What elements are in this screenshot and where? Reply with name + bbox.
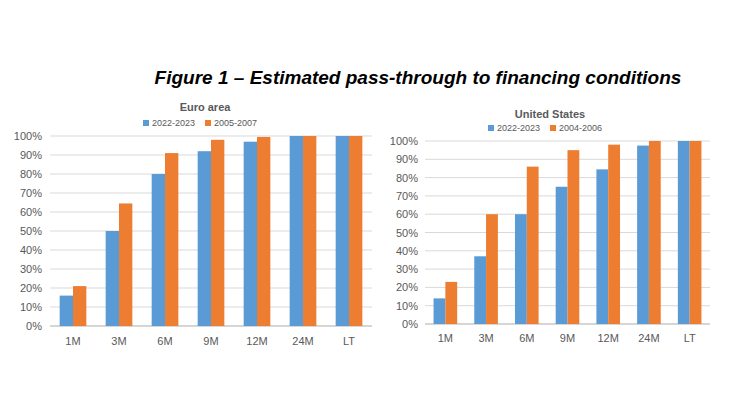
- bar: [637, 146, 649, 324]
- y-tick-label: 90%: [20, 149, 42, 161]
- bar: [434, 298, 446, 324]
- y-tick-label: 10%: [20, 301, 42, 313]
- bar: [336, 136, 349, 326]
- y-tick-label: 20%: [20, 282, 42, 294]
- y-tick-label: 100%: [390, 135, 418, 147]
- x-tick-label: 1M: [438, 332, 453, 344]
- bar: [445, 282, 457, 324]
- x-tick-label: 12M: [246, 335, 267, 347]
- bar: [608, 145, 620, 324]
- bar: [303, 136, 316, 326]
- legend-swatch: [488, 125, 494, 131]
- bar: [690, 141, 702, 324]
- background: [0, 0, 730, 410]
- bar: [60, 296, 73, 326]
- bar: [556, 187, 568, 324]
- y-tick-label: 50%: [396, 227, 418, 239]
- bar: [211, 140, 224, 326]
- bar: [527, 167, 539, 324]
- y-tick-label: 10%: [396, 300, 418, 312]
- y-tick-label: 70%: [20, 187, 42, 199]
- x-tick-label: 6M: [157, 335, 172, 347]
- y-tick-label: 60%: [20, 206, 42, 218]
- x-tick-label: 12M: [598, 332, 619, 344]
- x-tick-label: 6M: [519, 332, 534, 344]
- y-tick-label: 70%: [396, 190, 418, 202]
- grid-line: [50, 136, 372, 137]
- legend-swatch: [550, 125, 556, 131]
- y-tick-label: 40%: [396, 245, 418, 257]
- bar: [515, 214, 527, 324]
- bar: [596, 169, 608, 324]
- bar: [678, 141, 690, 324]
- y-tick-label: 80%: [396, 172, 418, 184]
- y-tick-label: 60%: [396, 208, 418, 220]
- x-tick-label: 9M: [560, 332, 575, 344]
- bars: [434, 141, 702, 324]
- grid-line: [425, 141, 710, 142]
- chart: 0% 10% 20% 30% 40% 50% 60% 70% 80% 90% 100% 1M 3M 6M 9…: [14, 101, 372, 347]
- chart-title: Euro area: [180, 101, 232, 113]
- chart-title: United States: [515, 108, 585, 120]
- bar: [568, 150, 580, 324]
- x-tick-label: LT: [684, 332, 696, 344]
- bar: [290, 136, 303, 326]
- bars: [60, 136, 363, 326]
- figure: Figure 1 – Estimated pass-through to fin…: [0, 0, 730, 410]
- bar: [106, 231, 119, 326]
- y-tick-label: 90%: [396, 153, 418, 165]
- bar: [244, 142, 257, 326]
- bar: [152, 174, 165, 326]
- x-tick-label: 1M: [65, 335, 80, 347]
- y-tick-label: 50%: [20, 225, 42, 237]
- legend-label: 2022-2023: [152, 118, 195, 128]
- x-tick-label: 24M: [638, 332, 659, 344]
- bar: [198, 151, 211, 326]
- bar: [119, 203, 132, 326]
- x-tick-label: 24M: [292, 335, 313, 347]
- y-tick-label: 0%: [26, 320, 42, 332]
- x-tick-label: 9M: [203, 335, 218, 347]
- bar: [73, 286, 86, 326]
- x-tick-label: 3M: [111, 335, 126, 347]
- y-tick-label: 80%: [20, 168, 42, 180]
- legend-swatch: [205, 120, 211, 126]
- bar: [486, 214, 498, 324]
- y-tick-label: 0%: [402, 318, 418, 330]
- bar: [257, 137, 270, 326]
- figure-title: Figure 1 – Estimated pass-through to fin…: [155, 67, 682, 88]
- x-tick-label: 3M: [478, 332, 493, 344]
- bar: [649, 141, 661, 324]
- legend-label: 2022-2023: [497, 123, 540, 133]
- legend-swatch: [143, 120, 149, 126]
- chart: 0% 10% 20% 30% 40% 50% 60% 70% 80% 90% 100% 1M 3M 6M 9…: [390, 108, 710, 344]
- y-tick-label: 100%: [14, 130, 42, 142]
- legend-label: 2005-2007: [214, 118, 257, 128]
- bar: [165, 153, 178, 326]
- y-tick-label: 40%: [20, 244, 42, 256]
- y-tick-label: 20%: [396, 281, 418, 293]
- y-tick-label: 30%: [20, 263, 42, 275]
- x-tick-label: LT: [343, 335, 355, 347]
- bar: [349, 136, 362, 326]
- legend-label: 2004-2006: [559, 123, 602, 133]
- y-tick-label: 30%: [396, 263, 418, 275]
- bar: [474, 256, 486, 324]
